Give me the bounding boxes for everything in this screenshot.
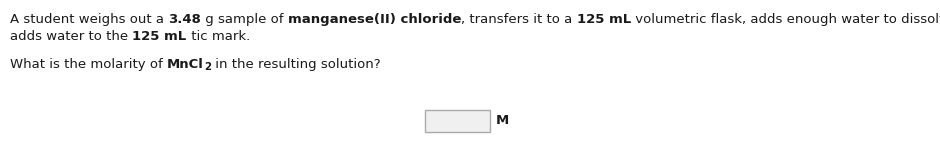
Text: in the resulting solution?: in the resulting solution? [211, 58, 381, 71]
Text: A student weighs out a: A student weighs out a [10, 13, 168, 26]
Text: 3.48: 3.48 [168, 13, 201, 26]
Text: tic mark.: tic mark. [187, 30, 250, 43]
Text: MnCl: MnCl [167, 58, 204, 71]
Text: , transfers it to a: , transfers it to a [462, 13, 577, 26]
Text: volumetric flask, adds enough water to dissolve it and then: volumetric flask, adds enough water to d… [631, 13, 940, 26]
Text: M: M [496, 114, 509, 127]
Bar [425, 110, 490, 132]
Text: What is the molarity of: What is the molarity of [10, 58, 167, 71]
Text: adds water to the: adds water to the [10, 30, 133, 43]
Text: 125 mL: 125 mL [133, 30, 187, 43]
Text: g sample of: g sample of [201, 13, 288, 26]
Text: 125 mL: 125 mL [577, 13, 631, 26]
Text: 2: 2 [204, 62, 211, 71]
Text: manganese(II) chloride: manganese(II) chloride [288, 13, 462, 26]
